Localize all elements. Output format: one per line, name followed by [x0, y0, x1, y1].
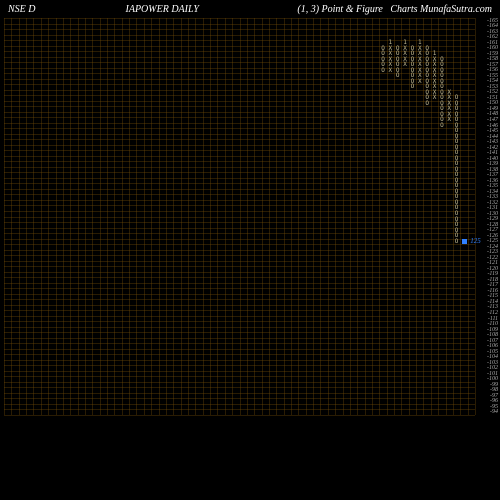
grid-line-v: [85, 18, 86, 415]
exchange-label: NSE D: [8, 4, 36, 15]
grid-line-v: [151, 18, 152, 415]
pnf-column: OOOOOOOOOOOOOOOOOOOOOOOOOOO: [453, 18, 460, 415]
grid-line-v: [365, 18, 366, 415]
grid-line-v: [240, 18, 241, 415]
pnf-column: 1XXXXX: [387, 18, 394, 415]
pnf-o-cell: O: [438, 123, 445, 129]
marker-dot-icon: [462, 239, 467, 244]
grid-line-v: [114, 18, 115, 415]
grid-line-v: [343, 18, 344, 415]
pnf-column: 1XXXXXXX: [416, 18, 423, 415]
pnf-x-cell: X: [446, 117, 453, 123]
pnf-column: OOOOOOOO: [409, 18, 416, 415]
grid-line-v: [48, 18, 49, 415]
pnf-o-cell: O: [394, 73, 401, 79]
grid-line-v: [313, 18, 314, 415]
grid-line-v: [195, 18, 196, 415]
pnf-column: OOOOOOOOOOOOO: [438, 18, 445, 415]
grid-line-v: [217, 18, 218, 415]
grid-line-v: [460, 18, 461, 415]
grid-line-v: [350, 18, 351, 415]
pnf-x-cell: X: [431, 95, 438, 101]
grid-line-v: [232, 18, 233, 415]
symbol-label: IAPOWER DAILY: [36, 4, 298, 15]
grid-line-v: [468, 18, 469, 415]
grid-line-v: [41, 18, 42, 415]
pnf-o-cell: O: [423, 101, 430, 107]
grid-line-v: [276, 18, 277, 415]
grid-line-v: [56, 18, 57, 415]
grid-line-v: [284, 18, 285, 415]
grid-line-v: [33, 18, 34, 415]
grid-line-v: [173, 18, 174, 415]
pnf-chart-grid: OOOOO1XXXXXOOOOOO1XXXXOOOOOOOO1XXXXXXXOO…: [4, 18, 475, 415]
grid-line-v: [26, 18, 27, 415]
grid-line-v: [328, 18, 329, 415]
pnf-x-cell: X: [387, 68, 394, 74]
y-axis-label: -94: [490, 409, 498, 415]
chart-header: NSE D IAPOWER DAILY (1, 3) Point & Figur…: [0, 0, 500, 18]
pnf-column: OOOOO: [379, 18, 386, 415]
grid-line-v: [181, 18, 182, 415]
pnf-x-cell: X: [401, 62, 408, 68]
grid-line-v: [11, 18, 12, 415]
chart-credits: (1, 3) Point & Figure Charts MunafaSutra…: [297, 4, 492, 15]
grid-line-v: [262, 18, 263, 415]
pnf-column: XXXXXX: [446, 18, 453, 415]
grid-line-v: [4, 18, 5, 415]
grid-line-v: [100, 18, 101, 415]
pnf-o-cell: O: [379, 68, 386, 74]
pnf-column: 1XXXXXXXX: [431, 18, 438, 415]
grid-line-v: [247, 18, 248, 415]
grid-line-v: [122, 18, 123, 415]
grid-line-v: [144, 18, 145, 415]
grid-line-v: [107, 18, 108, 415]
grid-line-v: [225, 18, 226, 415]
grid-line-v: [129, 18, 130, 415]
grid-line-v: [70, 18, 71, 415]
grid-line-v: [320, 18, 321, 415]
pnf-column: OOOOOOOOOOO: [423, 18, 430, 415]
grid-line-v: [188, 18, 189, 415]
pnf-x-cell: X: [416, 79, 423, 85]
pnf-column: OOOOOO: [394, 18, 401, 415]
grid-line-v: [210, 18, 211, 415]
grid-line-v: [357, 18, 358, 415]
grid-line-v: [269, 18, 270, 415]
grid-line-v: [166, 18, 167, 415]
y-axis: -165-164-163-162-161-160-159-158-157-156…: [477, 18, 500, 415]
grid-line-v: [92, 18, 93, 415]
grid-line-v: [306, 18, 307, 415]
pnf-o-cell: O: [409, 84, 416, 90]
grid-line-v: [475, 18, 476, 415]
pnf-column: 1XXXX: [401, 18, 408, 415]
pnf-o-cell: O: [453, 239, 460, 245]
grid-line-v: [291, 18, 292, 415]
grid-line-v: [254, 18, 255, 415]
grid-line-v: [19, 18, 20, 415]
grid-line-v: [335, 18, 336, 415]
grid-line-v: [78, 18, 79, 415]
grid-line-v: [159, 18, 160, 415]
grid-line-v: [372, 18, 373, 415]
grid-line-v: [63, 18, 64, 415]
grid-line-v: [298, 18, 299, 415]
grid-line-v: [136, 18, 137, 415]
grid-line-h: [4, 415, 475, 416]
grid-line-v: [203, 18, 204, 415]
